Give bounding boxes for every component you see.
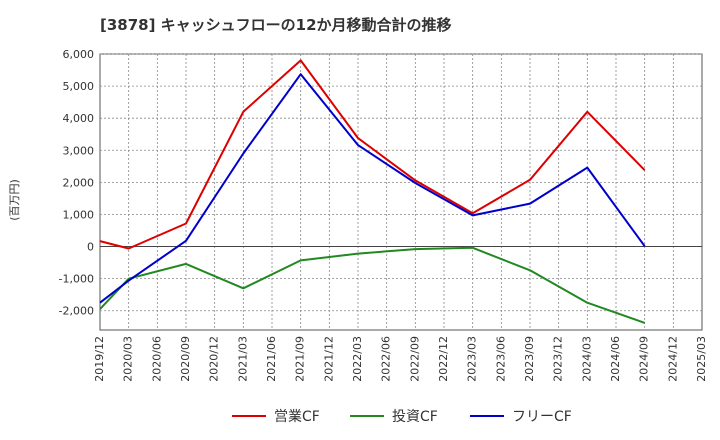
x-tick-label: 2024/12	[666, 336, 679, 382]
x-tick-label: 2022/06	[380, 336, 393, 382]
y-tick-label: -1,000	[59, 273, 94, 286]
y-axis-tick-labels: 6,000 5,000 4,000 3,000 2,000 1,000 0 -1,000 -2,…	[59, 48, 94, 318]
y-tick-label: 3,000	[63, 144, 95, 157]
x-tick-label: 2024/06	[609, 336, 622, 382]
x-tick-label: 2022/12	[437, 336, 450, 382]
y-tick-label: 6,000	[63, 48, 95, 61]
x-tick-label: 2020/03	[122, 336, 135, 382]
x-tick-label: 2023/06	[494, 336, 507, 382]
x-tick-label: 2023/03	[466, 336, 479, 382]
x-tick-label: 2022/03	[351, 336, 364, 382]
legend-label-2: フリーCF	[512, 409, 572, 425]
series-line-1	[99, 246, 646, 324]
x-tick-label: 2022/09	[408, 336, 421, 382]
y-tick-label: 4,000	[63, 112, 95, 125]
grid-lines	[100, 53, 702, 330]
legend: 営業CF 投資CF フリーCF	[232, 409, 572, 425]
y-axis-label: (百万円)	[8, 179, 21, 221]
x-tick-label: 2023/12	[552, 336, 565, 382]
x-tick-label: 2021/12	[322, 336, 335, 382]
x-tick-label: 2020/06	[150, 336, 163, 382]
y-tick-label: -2,000	[59, 305, 94, 318]
x-tick-label: 2021/09	[294, 336, 307, 382]
series-line-2	[99, 73, 646, 304]
x-tick-label: 2020/12	[208, 336, 221, 382]
y-tick-label: 1,000	[63, 208, 95, 221]
x-axis-tick-labels: 2019/12 2020/03 2020/06 2020/09 2020/12 2021/…	[93, 336, 708, 382]
chart-title: [3878] キャッシュフローの12か月移動合計の推移	[100, 16, 452, 34]
x-tick-label: 2019/12	[93, 336, 106, 382]
x-tick-label: 2021/03	[236, 336, 249, 382]
y-tick-label: 2,000	[63, 176, 95, 189]
series-lines	[99, 59, 646, 324]
x-tick-label: 2021/06	[265, 336, 278, 382]
series-line-0	[99, 59, 646, 250]
plot-area	[99, 53, 703, 331]
x-tick-label: 2024/09	[638, 336, 651, 382]
y-tick-label: 5,000	[63, 80, 95, 93]
legend-label-0: 営業CF	[274, 409, 320, 425]
x-tick-label: 2023/09	[523, 336, 536, 382]
legend-label-1: 投資CF	[392, 409, 438, 425]
x-tick-label: 2024/03	[580, 336, 593, 382]
x-tick-label: 2025/03	[695, 336, 708, 382]
x-tick-label: 2020/09	[179, 336, 192, 382]
y-tick-label: 0	[87, 241, 94, 254]
